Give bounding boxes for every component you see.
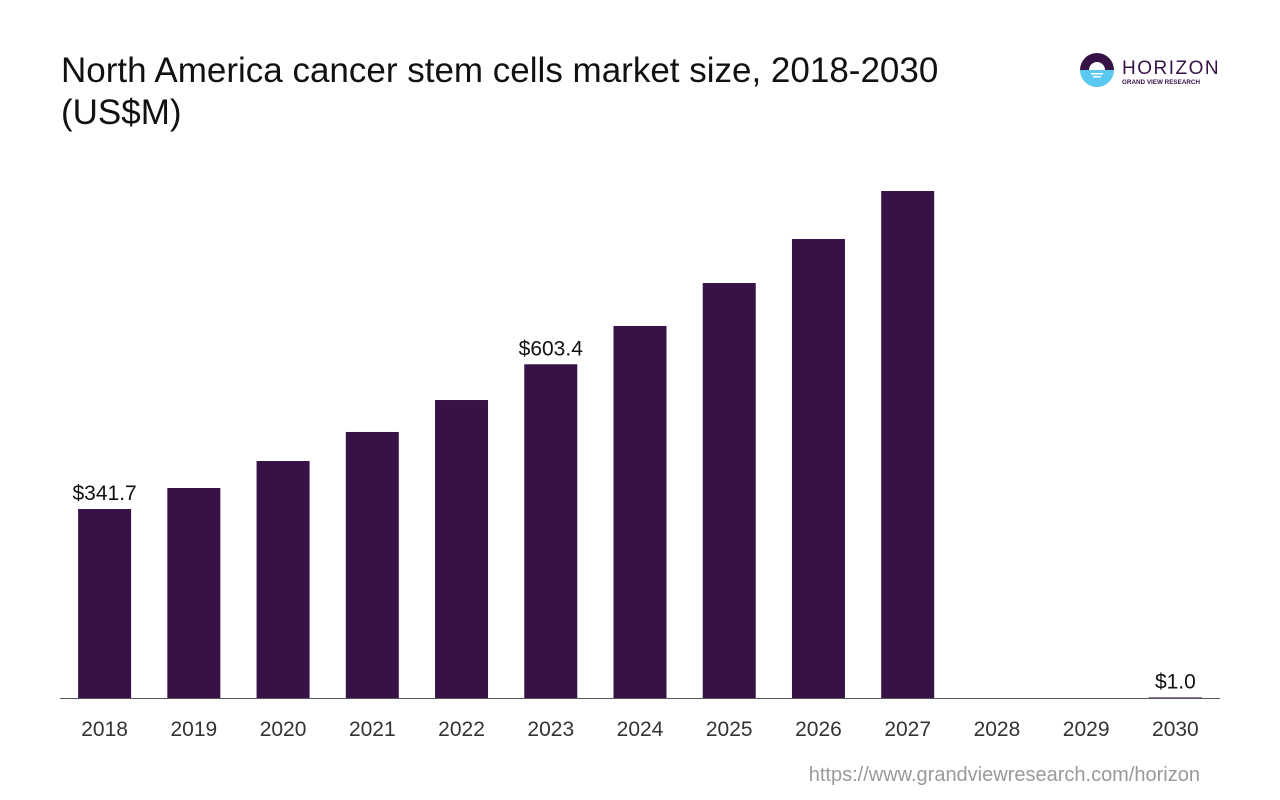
- bar-2025: [702, 283, 756, 698]
- x-tick-label: 2024: [617, 718, 664, 741]
- horizon-logo: HORIZON GRAND VIEW RESEARCH: [1080, 52, 1225, 97]
- x-tick-label: 2023: [527, 718, 574, 741]
- data-label: $341.7: [72, 482, 136, 505]
- x-tick-label: 2027: [884, 718, 931, 741]
- x-tick-label: 2020: [260, 718, 307, 741]
- bar-2027: [881, 191, 935, 698]
- bar-2022: [435, 400, 489, 698]
- x-tick-label: 2022: [438, 718, 485, 741]
- bar-2023: [524, 364, 578, 698]
- x-tick-label: 2021: [349, 718, 396, 741]
- x-tick-label: 2019: [170, 718, 217, 741]
- bar-2030: [1148, 697, 1202, 698]
- x-tick-label: 2026: [795, 718, 842, 741]
- source-url[interactable]: https://www.grandviewresearch.com/horizo…: [808, 764, 1200, 786]
- bar-2020: [256, 461, 310, 698]
- svg-text:GRAND VIEW RESEARCH: GRAND VIEW RESEARCH: [1122, 79, 1200, 86]
- data-label: $603.4: [519, 337, 584, 360]
- bar-2018: [78, 509, 132, 698]
- bar-2019: [167, 487, 221, 698]
- x-tick-label: 2028: [974, 718, 1021, 741]
- bar-2026: [791, 239, 845, 699]
- x-tick-label: 2018: [81, 718, 128, 741]
- bar-2021: [345, 431, 399, 698]
- x-tick-label: 2029: [1063, 718, 1110, 741]
- chart-title: North America cancer stem cells market s…: [61, 51, 939, 132]
- bar-2024: [613, 326, 667, 698]
- data-label: $1.0: [1155, 670, 1196, 693]
- svg-text:HORIZON: HORIZON: [1122, 58, 1220, 79]
- x-tick-label: 2025: [706, 718, 753, 741]
- x-tick-label: 2030: [1152, 718, 1199, 741]
